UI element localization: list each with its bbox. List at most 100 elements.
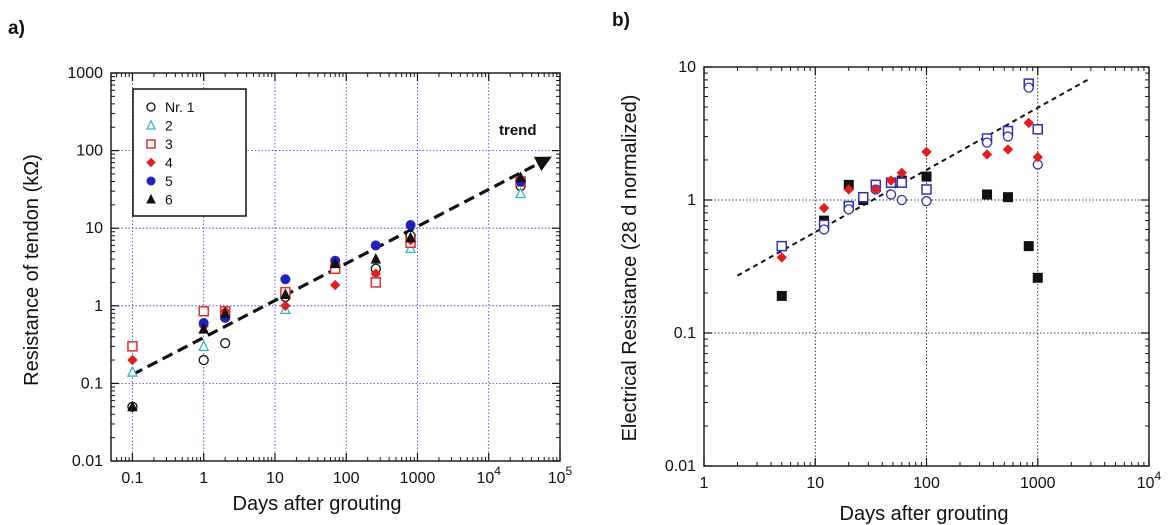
x-tick-label: 1 bbox=[199, 470, 208, 487]
legend-marker bbox=[146, 176, 156, 186]
y-tick-label: 0.01 bbox=[72, 453, 103, 470]
data-point bbox=[127, 400, 138, 412]
data-point bbox=[515, 187, 527, 199]
chart-panel-a: a) 0.1 1 10 100 1000 104 1050.010.11101001000 … bbox=[8, 18, 573, 515]
legend-label: 2 bbox=[165, 118, 173, 134]
data-point bbox=[1032, 151, 1043, 163]
data-point bbox=[370, 268, 382, 279]
trend-line bbox=[131, 156, 552, 376]
legend-a: Nr. 1 2 3 4 5 6 bbox=[132, 88, 247, 217]
data-point bbox=[857, 191, 869, 203]
data-point bbox=[921, 146, 932, 158]
data-point bbox=[405, 231, 416, 243]
data-point bbox=[1032, 272, 1043, 283]
legend-marker bbox=[146, 193, 156, 204]
data-point bbox=[885, 175, 897, 186]
data-point bbox=[885, 189, 897, 200]
data-point bbox=[1023, 82, 1034, 93]
data-point bbox=[1002, 131, 1014, 142]
trend-line bbox=[737, 79, 1088, 277]
x-tick-label: 1000 bbox=[400, 470, 436, 487]
x-tick-label: 10 bbox=[266, 470, 284, 487]
axis-ticks-a: 0.1 1 10 100 1000 104 105 0.01 0.1 1 10 100 1000 bbox=[67, 65, 572, 487]
data-point bbox=[198, 354, 209, 366]
data-point bbox=[280, 274, 291, 285]
data-point bbox=[921, 171, 932, 182]
data-point bbox=[370, 240, 381, 251]
data-point bbox=[818, 202, 830, 214]
legend-label: 6 bbox=[165, 192, 173, 208]
data-point bbox=[1002, 144, 1014, 155]
legend-label: 4 bbox=[165, 155, 173, 171]
y-tick-label: 1 bbox=[94, 298, 103, 315]
series-5 bbox=[198, 176, 526, 329]
data-point bbox=[776, 252, 787, 263]
y-tick-label: 1000 bbox=[67, 65, 103, 82]
series-6 bbox=[127, 171, 526, 412]
trend-line-a bbox=[131, 156, 552, 376]
data-point bbox=[818, 224, 830, 235]
y-tick-label: 10 bbox=[85, 220, 103, 237]
x-tick-label: 105 bbox=[548, 464, 573, 487]
panel-label-a: a) bbox=[8, 18, 25, 39]
y-tick-label: 0.1 bbox=[81, 375, 103, 392]
legend-marker bbox=[145, 119, 157, 130]
data-point bbox=[1023, 241, 1034, 252]
data-point bbox=[405, 219, 416, 230]
data-point bbox=[843, 184, 854, 195]
legend-label: Nr. 1 bbox=[165, 99, 195, 115]
data-point bbox=[220, 338, 231, 349]
data-point bbox=[219, 307, 231, 318]
data-point bbox=[515, 171, 526, 183]
legend-marker bbox=[146, 102, 156, 112]
data-point bbox=[1032, 124, 1043, 135]
chart-panel-b: b) 1 10 100 1000 104 0.01 0.1 1 10 Days after gr… bbox=[612, 10, 1162, 525]
legend-marker bbox=[146, 139, 156, 149]
data-point bbox=[1002, 192, 1013, 203]
data-point bbox=[329, 257, 341, 269]
data-point bbox=[280, 300, 291, 312]
legend-label: 3 bbox=[165, 136, 173, 152]
series-2 bbox=[776, 78, 1043, 252]
series-4 bbox=[776, 117, 1043, 263]
y-tick-label: 0.1 bbox=[674, 325, 696, 342]
data-point bbox=[896, 177, 908, 188]
x-tick-label: 104 bbox=[476, 464, 501, 487]
data-point bbox=[1023, 117, 1034, 129]
data-point bbox=[843, 204, 854, 215]
data-point bbox=[127, 354, 138, 366]
legend-label: 5 bbox=[165, 173, 173, 189]
trend-line-b bbox=[737, 79, 1088, 277]
series-3 bbox=[818, 82, 1043, 235]
data-point bbox=[198, 339, 210, 352]
data-point bbox=[870, 184, 881, 195]
x-tick-label: 100 bbox=[913, 475, 940, 492]
y-axis-label-b: Electrical Resistance (28 d normalized) bbox=[619, 95, 641, 442]
y-tick-label: 0.01 bbox=[665, 458, 696, 475]
data-point bbox=[896, 194, 907, 206]
y-tick-label: 1 bbox=[687, 192, 696, 209]
axis-ticks-b: 1 10 100 1000 104 0.01 0.1 1 10 bbox=[665, 59, 1162, 492]
x-tick-label: 0.1 bbox=[121, 470, 143, 487]
data-point bbox=[198, 323, 210, 334]
data-point bbox=[198, 306, 209, 317]
x-axis-label-b: Days after grouting bbox=[840, 503, 1009, 525]
data-point bbox=[896, 167, 908, 179]
data-point bbox=[370, 252, 382, 264]
series-1 bbox=[776, 171, 1043, 301]
y-tick-label: 10 bbox=[678, 59, 696, 76]
x-tick-label: 104 bbox=[1137, 469, 1162, 492]
data-points-a bbox=[126, 171, 527, 412]
data-point bbox=[981, 137, 993, 148]
data-points-b bbox=[776, 78, 1043, 301]
y-axis-label-a: Resistance of tendon (kΩ) bbox=[21, 154, 43, 386]
data-point bbox=[329, 279, 341, 291]
data-point bbox=[280, 288, 291, 299]
y-tick-label: 100 bbox=[76, 143, 103, 160]
legend-marker bbox=[146, 157, 156, 168]
data-point bbox=[921, 184, 932, 195]
x-tick-label: 10 bbox=[806, 475, 824, 492]
data-point bbox=[127, 341, 138, 352]
x-tick-label: 100 bbox=[333, 470, 360, 487]
